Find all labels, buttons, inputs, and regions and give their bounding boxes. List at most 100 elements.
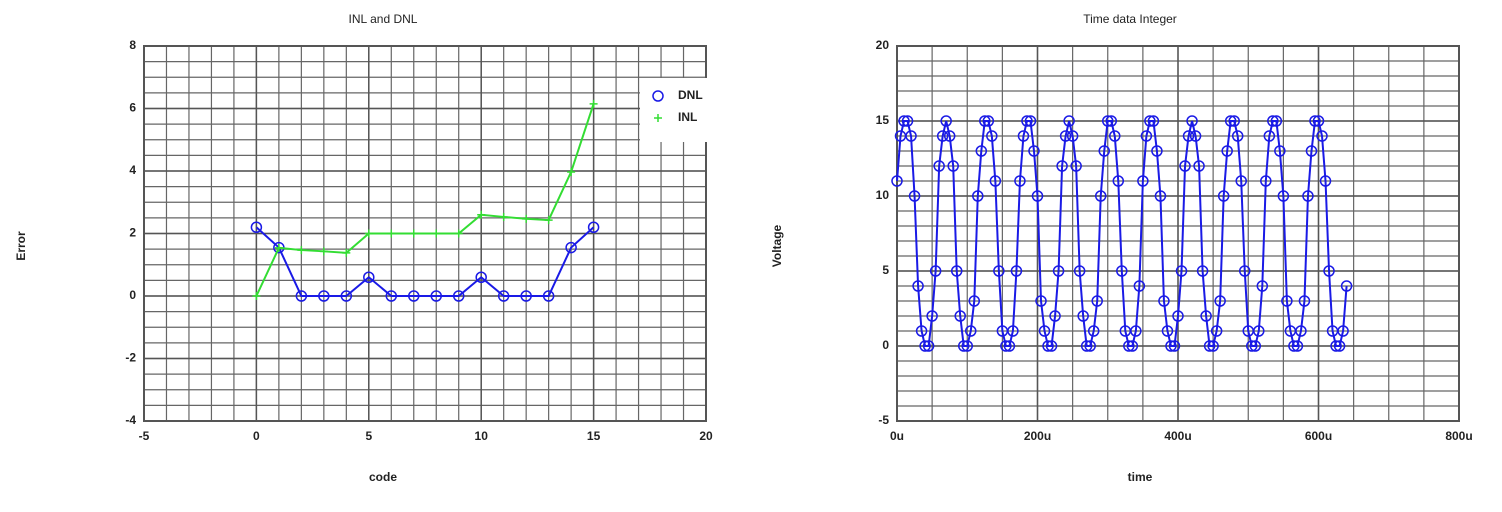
- point-marker: [520, 290, 532, 302]
- point-marker: [589, 99, 598, 108]
- point-marker: [1087, 325, 1100, 337]
- point-marker: [295, 290, 308, 302]
- point-marker: [1049, 310, 1061, 322]
- plot-area: [896, 45, 1460, 422]
- legend: DNL INL: [640, 78, 710, 142]
- point-marker: [1003, 340, 1016, 352]
- y-tick-label: 2: [129, 226, 136, 240]
- point-marker: [1312, 115, 1325, 127]
- point-marker: [1295, 325, 1307, 337]
- point-marker: [1042, 340, 1054, 352]
- legend-box: [640, 78, 710, 142]
- point-marker: [1228, 115, 1240, 127]
- point-marker: [1017, 130, 1030, 142]
- point-marker: [1203, 340, 1216, 352]
- point-marker: [1077, 310, 1089, 322]
- point-marker: [1182, 130, 1195, 142]
- point-marker: [1144, 115, 1156, 127]
- y-tick-label: 10: [876, 188, 890, 202]
- point-marker: [1102, 115, 1114, 127]
- x-tick-label: 600u: [1305, 429, 1332, 443]
- point-marker: [1298, 295, 1311, 307]
- point-marker: [1319, 175, 1332, 187]
- point-marker: [1126, 340, 1139, 352]
- point-marker: [477, 210, 486, 219]
- y-axis-label: Voltage: [770, 224, 784, 267]
- point-marker: [318, 290, 330, 302]
- point-marker: [1253, 325, 1265, 337]
- point-marker: [1168, 340, 1181, 352]
- x-tick-label: 20: [699, 429, 713, 443]
- point-marker: [1277, 190, 1290, 202]
- point-marker: [1063, 115, 1075, 127]
- point-marker: [1207, 340, 1219, 352]
- point-marker: [499, 212, 508, 221]
- point-marker: [1073, 265, 1086, 277]
- point-marker: [387, 229, 396, 238]
- point-marker: [342, 248, 351, 257]
- point-marker: [929, 265, 942, 277]
- point-marker: [891, 175, 903, 187]
- point-marker: [1024, 115, 1037, 127]
- point-marker: [1340, 280, 1353, 292]
- point-marker: [993, 265, 1005, 277]
- x-axis-label: code: [369, 470, 397, 484]
- point-marker: [1000, 340, 1012, 352]
- point-marker: [1305, 145, 1318, 157]
- legend-label: DNL: [678, 88, 703, 102]
- point-marker: [1154, 190, 1167, 202]
- point-marker: [475, 271, 487, 283]
- point-marker: [1123, 340, 1135, 352]
- x-tick-label: 800u: [1445, 429, 1472, 443]
- point-marker: [544, 216, 553, 225]
- y-tick-label: 15: [876, 113, 890, 127]
- point-marker: [933, 160, 945, 172]
- point-marker: [1263, 130, 1276, 142]
- point-marker: [364, 229, 373, 238]
- point-marker: [1302, 190, 1314, 202]
- point-marker: [432, 229, 441, 238]
- point-marker: [979, 115, 991, 127]
- x-tick-label: 0: [253, 429, 260, 443]
- x-tick-label: 200u: [1024, 429, 1051, 443]
- point-marker: [1186, 115, 1198, 127]
- point-marker: [961, 340, 973, 352]
- point-marker: [1014, 175, 1026, 187]
- point-marker: [1098, 145, 1110, 157]
- point-marker: [340, 290, 353, 302]
- point-marker: [408, 290, 420, 302]
- point-marker: [1179, 160, 1191, 172]
- point-marker: [1158, 295, 1170, 307]
- point-marker: [968, 295, 981, 307]
- y-tick-label: 0: [882, 338, 889, 352]
- point-marker: [986, 130, 998, 142]
- point-marker: [1112, 175, 1125, 187]
- point-marker: [1116, 265, 1128, 277]
- point-marker: [1137, 175, 1149, 187]
- point-marker: [1010, 265, 1023, 277]
- chart-title: Time data Integer: [1083, 12, 1177, 26]
- y-tick-label: 0: [129, 288, 136, 302]
- y-tick-label: -2: [125, 351, 136, 365]
- point-marker: [1231, 130, 1244, 142]
- point-marker: [1260, 175, 1272, 187]
- point-marker: [1189, 130, 1202, 142]
- x-tick-label: -5: [139, 429, 150, 443]
- point-marker: [1224, 115, 1237, 127]
- point-marker: [1066, 130, 1079, 142]
- point-marker: [497, 290, 510, 302]
- y-tick-label: 8: [129, 38, 136, 52]
- point-marker: [542, 290, 555, 302]
- point-marker: [587, 221, 600, 233]
- point-marker: [954, 310, 966, 322]
- point-marker: [274, 243, 283, 252]
- point-marker: [1175, 265, 1188, 277]
- y-axis-label: Error: [14, 231, 28, 261]
- legend-label: INL: [678, 110, 697, 124]
- point-marker: [1249, 340, 1262, 352]
- y-tick-label: 20: [876, 38, 890, 52]
- point-marker: [1337, 325, 1349, 337]
- x-tick-label: 10: [475, 429, 489, 443]
